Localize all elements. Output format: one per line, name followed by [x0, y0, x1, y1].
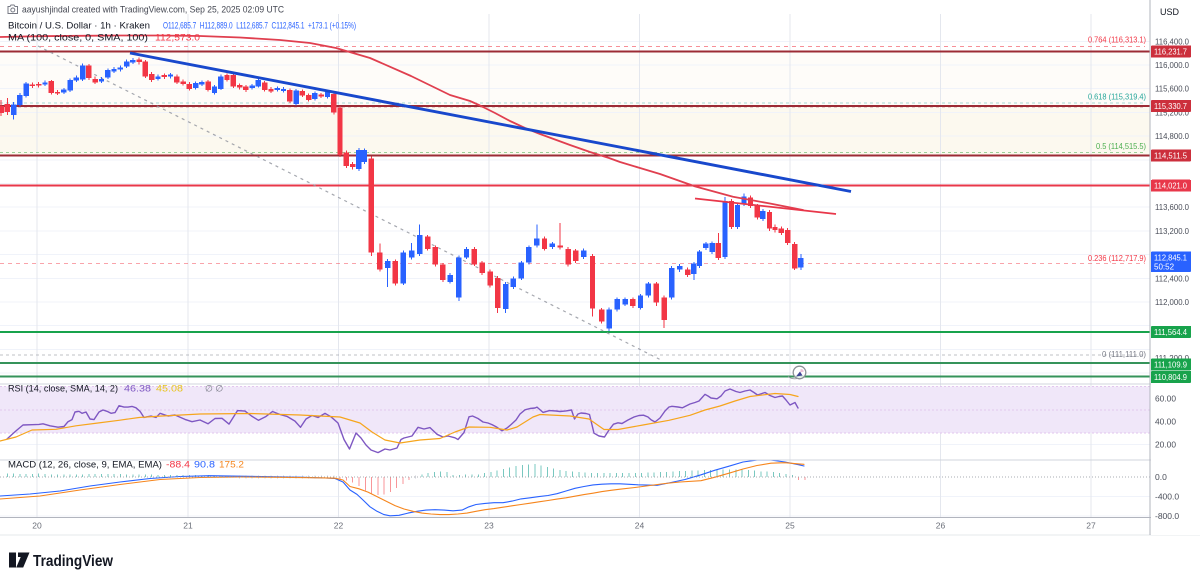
svg-text:O112,685.7 H112,889.0 L112,6: O112,685.7 H112,889.0 L112,685.7 C112,84… [163, 21, 356, 31]
svg-text:0.618 (115,319.4): 0.618 (115,319.4) [1088, 93, 1146, 102]
svg-text:60.00: 60.00 [1155, 394, 1176, 404]
svg-text:0.5 (114,515.5): 0.5 (114,515.5) [1096, 142, 1146, 151]
svg-text:-400.0: -400.0 [1155, 492, 1179, 502]
svg-text:115,330.7: 115,330.7 [1154, 101, 1187, 111]
svg-text:46.38: 46.38 [124, 384, 151, 394]
svg-text:116,400.0: 116,400.0 [1155, 36, 1189, 46]
svg-text:∅ ∅: ∅ ∅ [205, 384, 223, 394]
svg-text:113,600.0: 113,600.0 [1155, 202, 1189, 212]
svg-text:MA (100, close, 0, SMA, 100): MA (100, close, 0, SMA, 100) [8, 33, 148, 43]
svg-text:-88.4: -88.4 [166, 460, 190, 470]
svg-text:175.2: 175.2 [219, 460, 244, 470]
svg-text:24: 24 [635, 521, 645, 531]
svg-text:114,511.5: 114,511.5 [1154, 151, 1187, 161]
svg-text:116,231.7: 116,231.7 [1154, 47, 1187, 57]
svg-text:113,200.0: 113,200.0 [1155, 226, 1189, 236]
svg-text:26: 26 [936, 521, 946, 531]
svg-text:116,000.0: 116,000.0 [1155, 60, 1189, 70]
svg-text:114,800.0: 114,800.0 [1155, 131, 1189, 141]
svg-text:25: 25 [785, 521, 795, 531]
svg-text:111,564.4: 111,564.4 [1154, 327, 1187, 337]
svg-text:112,000.0: 112,000.0 [1155, 297, 1189, 307]
svg-text:22: 22 [334, 521, 344, 531]
svg-text:111,200.0: 111,200.0 [1155, 353, 1189, 363]
svg-text:50:52: 50:52 [1154, 263, 1175, 272]
svg-text:110,804.9: 110,804.9 [1154, 372, 1187, 382]
svg-text:115,200.0: 115,200.0 [1155, 107, 1189, 117]
svg-text:23: 23 [484, 521, 494, 531]
svg-text:0 (111,111.0): 0 (111,111.0) [1102, 350, 1146, 359]
svg-text:20: 20 [32, 521, 42, 531]
svg-text:21: 21 [183, 521, 193, 531]
svg-text:114,021.0: 114,021.0 [1154, 181, 1187, 191]
svg-text:90.8: 90.8 [194, 460, 215, 470]
svg-text:0.236 (112,717.9): 0.236 (112,717.9) [1088, 254, 1146, 263]
svg-text:115,600.0: 115,600.0 [1155, 84, 1189, 94]
svg-text:USD: USD [1160, 7, 1180, 17]
svg-text:Bitcoin / U.S. Dollar · 1h · K: Bitcoin / U.S. Dollar · 1h · Kraken [8, 21, 150, 31]
svg-text:40.00: 40.00 [1155, 417, 1176, 427]
svg-text:0.0: 0.0 [1155, 472, 1167, 482]
svg-text:RSI (14, close, SMA, 14, 2): RSI (14, close, SMA, 14, 2) [8, 384, 118, 394]
svg-text:TradingView: TradingView [33, 553, 114, 570]
svg-text:112,400.0: 112,400.0 [1155, 273, 1189, 283]
svg-text:20.00: 20.00 [1155, 440, 1176, 450]
svg-text:MACD (12, 26, close, 9, EMA, E: MACD (12, 26, close, 9, EMA, EMA) [8, 460, 162, 470]
svg-text:112,573.0: 112,573.0 [155, 33, 200, 43]
svg-text:aayushjindal created with Trad: aayushjindal created with TradingView.co… [22, 5, 284, 15]
svg-text:0.764 (116,313.1): 0.764 (116,313.1) [1088, 36, 1146, 45]
svg-text:27: 27 [1086, 521, 1096, 531]
svg-text:111,109.9: 111,109.9 [1154, 360, 1187, 370]
svg-text:45.08: 45.08 [156, 384, 183, 394]
svg-text:112,845.1: 112,845.1 [1154, 253, 1187, 263]
svg-text:-800.0: -800.0 [1155, 511, 1179, 521]
